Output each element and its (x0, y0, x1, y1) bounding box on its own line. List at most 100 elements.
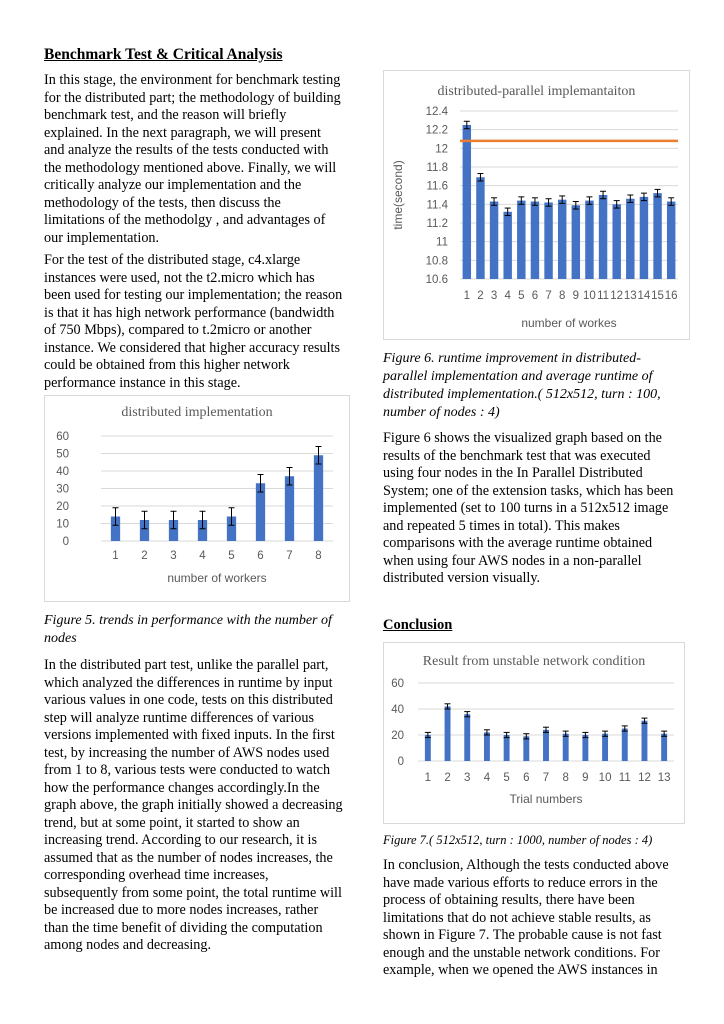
bar (489, 201, 499, 279)
bar (544, 202, 553, 279)
x-tick-label: 13 (658, 772, 671, 784)
y-tick-label: 10.8 (426, 255, 448, 267)
bar (517, 200, 526, 279)
bar (523, 736, 530, 761)
y-tick-label: 11.6 (426, 181, 448, 193)
x-tick-label: 4 (504, 290, 511, 302)
bar (197, 520, 208, 541)
x-tick-label: 2 (477, 290, 483, 302)
x-axis-label: number of workes (521, 316, 616, 330)
bar (557, 199, 567, 279)
figure-7-caption: Figure 7.( 512x512, turn : 1000, number … (383, 833, 653, 847)
x-tick-label: 5 (228, 550, 234, 562)
y-tick-label: 20 (56, 501, 69, 513)
figure-6-paragraph: Figure 6 shows the visualized graph base… (383, 430, 674, 586)
bar (571, 205, 581, 279)
x-tick-label: 3 (491, 290, 497, 302)
conclusion-heading: Conclusion (383, 617, 453, 633)
x-tick-label: 11 (619, 772, 631, 784)
x-tick-label: 4 (199, 550, 206, 562)
bar (483, 732, 490, 761)
bar (585, 200, 594, 279)
bar (641, 720, 648, 761)
y-tick-label: 10.6 (426, 274, 448, 286)
bar (530, 201, 540, 279)
bar (284, 476, 295, 541)
bar (621, 728, 628, 761)
x-tick-label: 15 (651, 290, 664, 302)
distributed-test-paragraph: In the distributed part test, unlike the… (44, 657, 343, 953)
y-tick-label: 60 (391, 678, 404, 690)
y-tick-label: 11.2 (426, 218, 448, 230)
bar (543, 729, 549, 761)
figure-5-caption: Figure 5. trends in performance with the… (44, 613, 332, 646)
section-heading: Benchmark Test & Critical Analysis (44, 46, 283, 63)
bar (598, 195, 608, 279)
bar (503, 211, 512, 279)
x-tick-label: 11 (597, 290, 609, 302)
y-tick-label: 12 (435, 143, 448, 155)
y-tick-label: 11.8 (426, 162, 448, 174)
y-tick-label: 30 (56, 484, 69, 496)
figure-6-caption: Figure 6. runtime improvement in distrib… (383, 351, 661, 420)
chart-title: distributed-parallel implemantaiton (438, 84, 636, 99)
bar (139, 520, 150, 541)
bar (168, 520, 179, 541)
y-tick-label: 10 (56, 519, 69, 531)
bar (639, 196, 649, 279)
y-tick-label: 0 (63, 536, 69, 548)
figure-7-chart: Result from unstable network condition 0 2… (383, 642, 685, 824)
chart-title: Result from unstable network condition (423, 654, 645, 669)
x-tick-label: 10 (583, 290, 596, 302)
bar (464, 714, 471, 761)
bar (444, 706, 451, 761)
y-tick-label: 12.4 (426, 106, 449, 118)
x-tick-label: 16 (665, 290, 678, 302)
conclusion-paragraph: In conclusion, Although the tests conduc… (383, 857, 669, 978)
bar (666, 201, 676, 279)
x-axis-label: number of workers (167, 571, 266, 585)
y-tick-label: 20 (391, 730, 404, 742)
x-tick-label: 2 (141, 550, 147, 562)
bar (110, 516, 121, 541)
figure-5-chart: distributed implementation 0 10 20 30 40 50 60 1… (44, 395, 350, 602)
bar (462, 125, 472, 279)
x-tick-label: 7 (286, 550, 292, 562)
x-tick-label: 12 (610, 290, 623, 302)
x-tick-label: 7 (543, 772, 549, 784)
bar (226, 516, 237, 541)
x-tick-label: 7 (545, 290, 551, 302)
x-tick-label: 1 (112, 550, 118, 562)
y-tick-label: 40 (391, 704, 404, 716)
figure-6-chart: distributed-parallel implemantaiton 10.6 1… (383, 70, 690, 340)
x-tick-label: 10 (599, 772, 612, 784)
y-tick-label: 60 (56, 431, 69, 443)
x-tick-label: 1 (464, 290, 470, 302)
bar (562, 733, 569, 761)
bar (503, 735, 510, 761)
y-tick-label: 0 (398, 756, 404, 768)
bar (626, 198, 635, 279)
x-tick-label: 8 (315, 550, 321, 562)
bar (602, 733, 609, 761)
y-tick-label: 40 (56, 466, 69, 478)
x-axis-label: Trial numbers (510, 792, 583, 806)
intro-paragraph: In this stage, the environment for bench… (44, 72, 341, 246)
x-tick-label: 1 (425, 772, 431, 784)
bar (476, 177, 485, 279)
x-tick-label: 12 (638, 772, 651, 784)
x-tick-label: 4 (484, 772, 491, 784)
x-tick-label: 5 (503, 772, 509, 784)
bar (661, 733, 668, 761)
bar (612, 204, 621, 279)
x-tick-label: 8 (562, 772, 568, 784)
bar (582, 735, 589, 761)
bar (424, 735, 431, 761)
x-tick-label: 3 (170, 550, 176, 562)
x-tick-label: 9 (582, 772, 588, 784)
y-tick-label: 11 (436, 237, 448, 249)
x-tick-label: 13 (624, 290, 637, 302)
x-tick-label: 8 (559, 290, 565, 302)
x-tick-label: 2 (444, 772, 450, 784)
y-tick-label: 12.2 (426, 125, 448, 137)
